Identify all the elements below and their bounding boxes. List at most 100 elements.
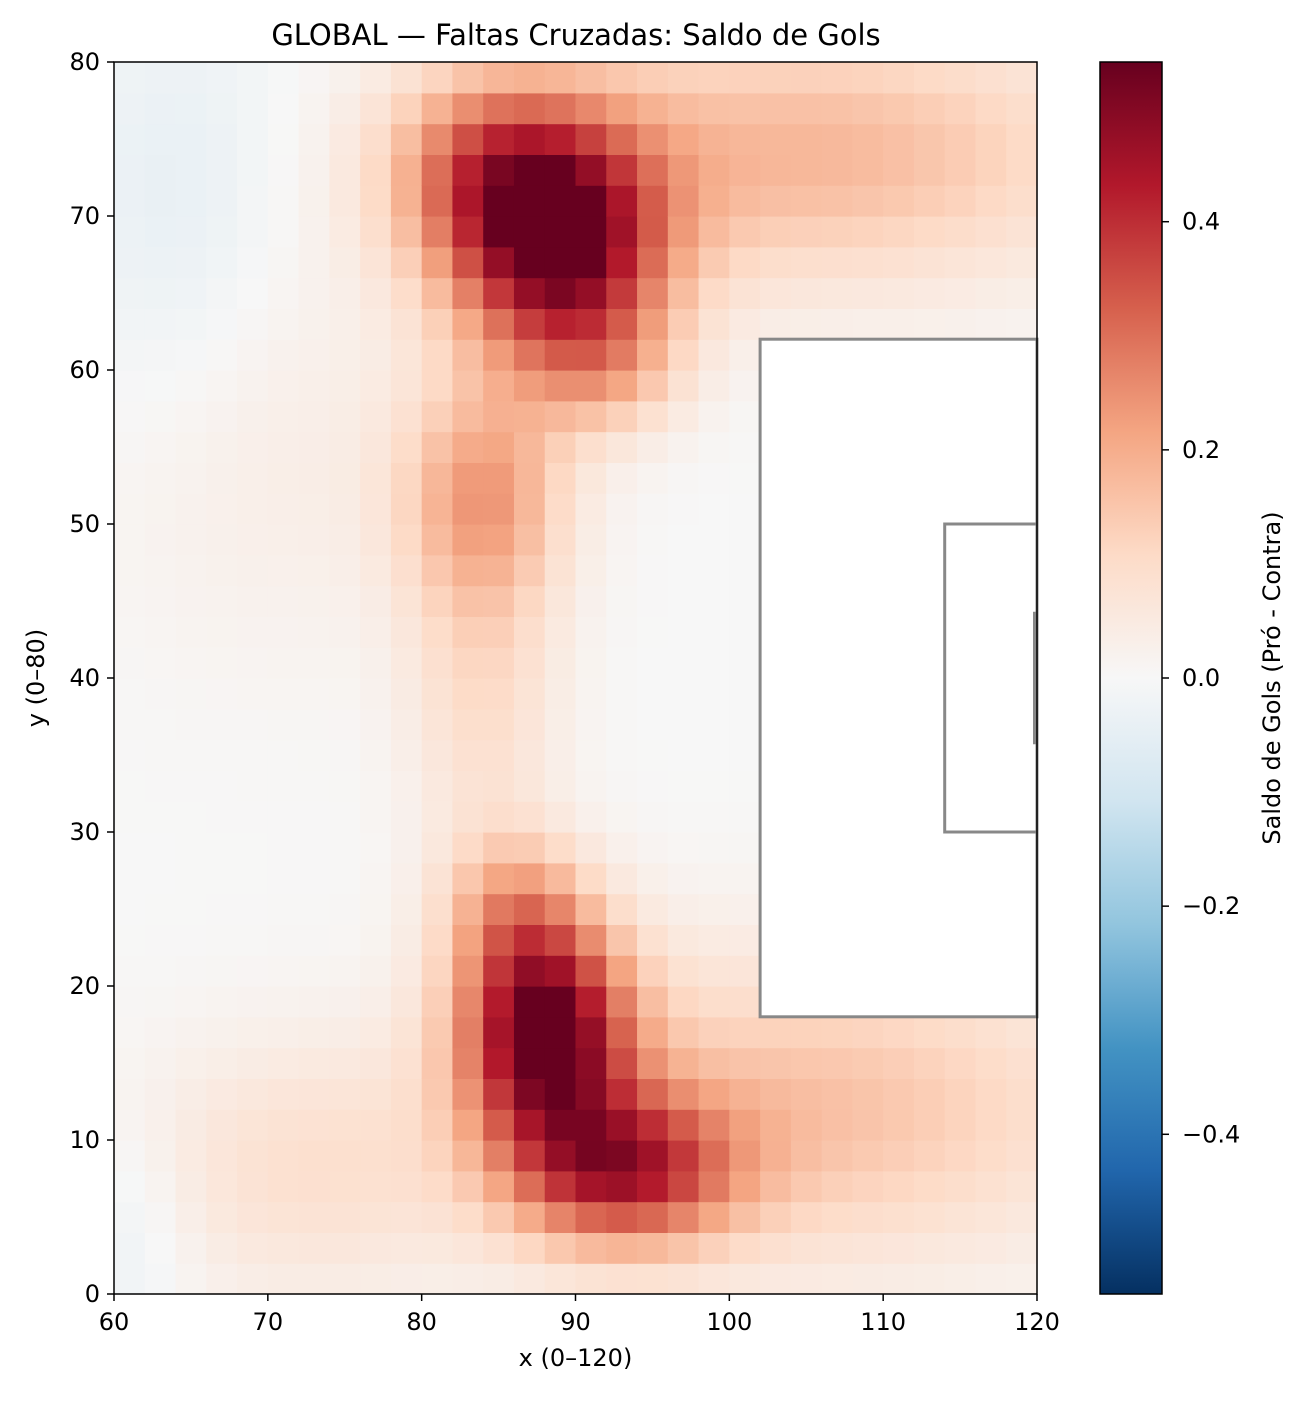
heatmap-cell [267, 123, 300, 155]
heatmap-cell [452, 554, 484, 587]
heatmap-cell [975, 246, 1007, 279]
heatmap-cell [575, 1201, 607, 1233]
heatmap-cell [667, 801, 700, 833]
heatmap-cell [883, 1016, 915, 1049]
heatmap-cell [698, 616, 730, 648]
heatmap-cell [637, 123, 669, 155]
heatmap-cell [821, 308, 853, 340]
x-tick-label: 100 [706, 1308, 752, 1336]
heatmap-cell [483, 1201, 515, 1233]
heatmap-cell [390, 185, 423, 217]
heatmap-cell [729, 801, 761, 833]
heatmap-cell [667, 1016, 700, 1049]
heatmap-cell [452, 708, 484, 741]
heatmap-cell [114, 554, 146, 587]
heatmap-cell [513, 770, 546, 802]
heatmap-cell [329, 893, 361, 925]
heatmap-cell [237, 400, 269, 433]
heatmap-cell [790, 246, 823, 279]
heatmap-cell [175, 832, 207, 864]
heatmap-cell [237, 462, 269, 494]
heatmap-cell [513, 955, 546, 987]
heatmap-cell [975, 216, 1007, 248]
heatmap-cell [667, 708, 700, 741]
heatmap-cell [975, 123, 1007, 155]
heatmap-cell [729, 370, 761, 402]
heatmap-cell [390, 1047, 423, 1079]
heatmap-cell [606, 62, 638, 94]
heatmap-cell [360, 370, 392, 402]
heatmap-cell [513, 647, 546, 679]
heatmap-cell [544, 708, 577, 741]
heatmap-cell [944, 1140, 977, 1172]
heatmap-cell [206, 216, 238, 248]
heatmap-cell [483, 123, 515, 155]
heatmap-cell [237, 370, 269, 402]
heatmap-cell [360, 1201, 392, 1233]
heatmap-cell [452, 62, 484, 94]
heatmap-cell [483, 462, 515, 494]
heatmap-cell [390, 123, 423, 155]
heatmap-cell [237, 216, 269, 248]
heatmap-cell [421, 462, 454, 494]
heatmap-cell [852, 123, 884, 155]
heatmap-cell [360, 708, 392, 741]
heatmap-cell [206, 92, 238, 125]
heatmap-cell [513, 185, 546, 217]
heatmap-cell [667, 1047, 700, 1079]
heatmap-cell [852, 1078, 884, 1110]
heatmap-cell [698, 708, 730, 741]
heatmap-cell [390, 678, 423, 710]
chart-title: GLOBAL — Faltas Cruzadas: Saldo de Gols [271, 18, 880, 52]
heatmap-cell [544, 1232, 577, 1264]
heatmap-cell [360, 924, 392, 956]
heatmap-cell [821, 185, 853, 217]
heatmap-cell [513, 339, 546, 371]
heatmap-cell [606, 893, 638, 925]
heatmap-cell [421, 1016, 454, 1049]
heatmap-cell [267, 1016, 300, 1049]
heatmap-cell [390, 1170, 423, 1203]
heatmap-cell [575, 1263, 607, 1295]
heatmap-cell [390, 801, 423, 833]
heatmap-cell [790, 216, 823, 248]
heatmap-cell [575, 708, 607, 741]
heatmap-cell [329, 154, 361, 186]
heatmap-cell [452, 1078, 484, 1110]
heatmap-cell [729, 493, 761, 525]
heatmap-cell [452, 678, 484, 710]
heatmap-cell [114, 1140, 146, 1172]
heatmap-cell [144, 1016, 177, 1049]
heatmap-cell [667, 216, 700, 248]
heatmap-cell [1006, 1263, 1038, 1295]
heatmap-cell [637, 554, 669, 587]
heatmap-cell [144, 277, 177, 309]
heatmap-cell [513, 893, 546, 925]
heatmap-cell [790, 92, 823, 125]
heatmap-cell [544, 585, 577, 617]
heatmap-cell [390, 893, 423, 925]
heatmap-cell [114, 1016, 146, 1049]
heatmap-cell [267, 647, 300, 679]
heatmap-cell [237, 185, 269, 217]
x-tick-label: 80 [406, 1308, 437, 1336]
heatmap-cell [390, 308, 423, 340]
heatmap-cell [606, 801, 638, 833]
heatmap-cell [360, 1232, 392, 1264]
heatmap-cell [267, 1109, 300, 1141]
heatmap-cell [237, 708, 269, 741]
heatmap-cell [114, 123, 146, 155]
heatmap-cell [452, 246, 484, 279]
heatmap-cell [360, 1109, 392, 1141]
heatmap-cell [667, 1078, 700, 1110]
heatmap-cell [452, 862, 484, 895]
heatmap-cell [329, 185, 361, 217]
heatmap-cell [944, 246, 977, 279]
heatmap-cell [452, 1140, 484, 1172]
heatmap-cell [821, 1263, 853, 1295]
heatmap-cell [513, 1263, 546, 1295]
heatmap-cell [483, 154, 515, 186]
heatmap-cell [944, 308, 977, 340]
heatmap-cell [175, 154, 207, 186]
heatmap-cell [883, 1263, 915, 1295]
